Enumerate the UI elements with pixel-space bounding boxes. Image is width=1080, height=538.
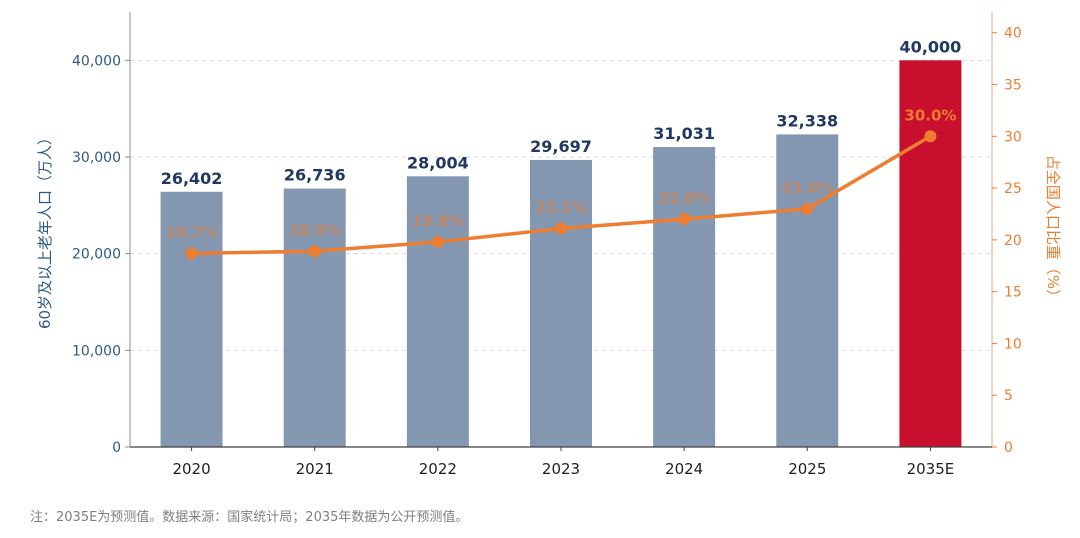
bar bbox=[283, 188, 346, 447]
line-value-label: 22.0% bbox=[658, 189, 710, 207]
y-right-tick-label: 30 bbox=[1004, 129, 1022, 145]
x-tick-label: 2025 bbox=[788, 460, 826, 478]
line-value-label: 19.8% bbox=[412, 212, 464, 230]
y-left-tick-label: 0 bbox=[112, 440, 121, 456]
y-right-tick-label: 20 bbox=[1004, 233, 1022, 249]
bar-value-label: 32,338 bbox=[776, 111, 838, 130]
y-left-tick-label: 40,000 bbox=[72, 53, 121, 69]
bar-highlight bbox=[899, 60, 962, 447]
line-value-label: 18.9% bbox=[289, 221, 341, 239]
line-point bbox=[555, 222, 567, 235]
line-point bbox=[431, 235, 444, 248]
bar bbox=[776, 134, 839, 447]
bar-value-label: 31,031 bbox=[653, 124, 715, 143]
y-left-tick-label: 20,000 bbox=[72, 247, 121, 263]
line-point bbox=[308, 245, 321, 258]
axes: 010,00020,00030,00040,000051015202530354… bbox=[72, 12, 1022, 478]
data-labels: 26,402 26,736 28,004 29,697 31,031 32,338 40,0… bbox=[161, 37, 962, 241]
x-tick-label: 2021 bbox=[296, 460, 334, 478]
bar-value-label: 26,402 bbox=[161, 169, 223, 188]
bar-value-label: 40,000 bbox=[900, 37, 962, 56]
x-tick-label: 2020 bbox=[172, 460, 210, 478]
line-point bbox=[924, 130, 937, 143]
y-right-tick-label: 10 bbox=[1004, 336, 1022, 352]
y-right-tick-label: 0 bbox=[1004, 440, 1013, 456]
line-value-label: 23.0% bbox=[781, 179, 833, 197]
bar-value-label: 29,697 bbox=[530, 137, 592, 156]
line-point bbox=[801, 202, 814, 215]
y-right-tick-label: 25 bbox=[1004, 181, 1022, 197]
x-tick-label: 2022 bbox=[419, 460, 457, 478]
bar-series bbox=[160, 60, 962, 447]
y-right-tick-label: 40 bbox=[1004, 26, 1022, 42]
bar bbox=[160, 191, 223, 447]
y-left-tick-label: 30,000 bbox=[72, 150, 121, 166]
y-axis-right-title: 占全国人口比重（%） bbox=[1044, 155, 1062, 304]
y-right-tick-label: 35 bbox=[1004, 78, 1022, 94]
bar bbox=[653, 147, 716, 447]
line-value-label: 18.7% bbox=[166, 223, 218, 241]
bar-value-label: 28,004 bbox=[407, 153, 469, 172]
bar bbox=[406, 176, 469, 447]
line-value-label: 30.0% bbox=[904, 106, 956, 124]
bar bbox=[530, 159, 592, 447]
line-point bbox=[678, 213, 691, 226]
y-axis-left-title: 60岁及以上老年人口（万人） bbox=[36, 130, 54, 329]
footnote: 注：2035E为预测值。数据来源：国家统计局；2035年数据为公开预测值。 bbox=[30, 510, 469, 525]
x-tick-label: 2024 bbox=[665, 460, 703, 478]
x-tick-label: 2035E bbox=[907, 460, 955, 478]
x-tick-label: 2023 bbox=[542, 460, 580, 478]
bar-value-label: 26,736 bbox=[284, 166, 346, 185]
y-right-tick-label: 5 bbox=[1004, 388, 1013, 404]
line-value-label: 21.1% bbox=[535, 198, 587, 216]
y-right-tick-label: 15 bbox=[1004, 285, 1022, 301]
y-left-tick-label: 10,000 bbox=[72, 343, 121, 359]
line-point bbox=[185, 247, 198, 260]
line-series bbox=[185, 130, 937, 260]
